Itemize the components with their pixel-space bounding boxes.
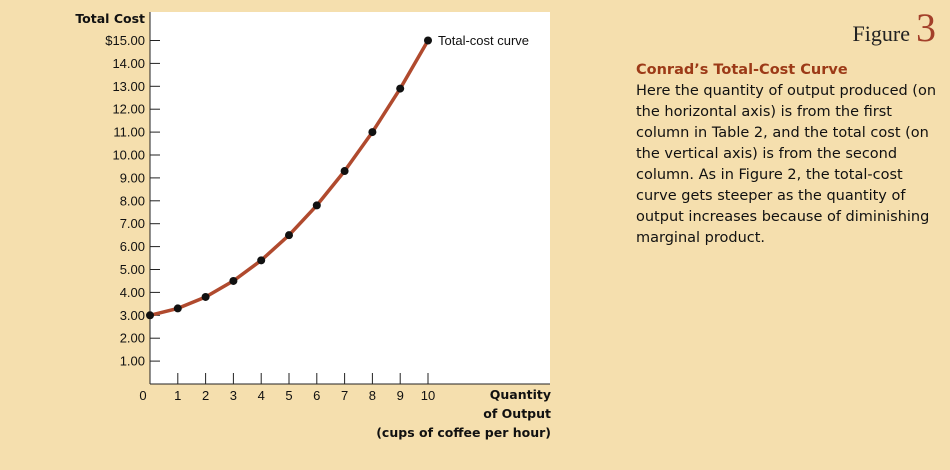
x-tick-label: 8 — [369, 388, 376, 403]
x-axis-title-line: (cups of coffee per hour) — [376, 425, 551, 440]
data-point — [312, 201, 321, 210]
data-point — [229, 276, 238, 285]
axes — [149, 12, 550, 385]
x-tick-label: 5 — [285, 388, 292, 403]
caption-text: Here the quantity of output produced (on… — [636, 83, 937, 246]
series-label: Total-cost curve — [438, 33, 529, 48]
x-tick-label: 1 — [174, 388, 181, 403]
x-axis-title-line: of Output — [483, 406, 551, 421]
figure-label: Figure 3 — [853, 4, 936, 51]
caption-title: Conrad’s Total-Cost Curve — [636, 62, 848, 78]
y-tick-label: 5.00 — [120, 262, 145, 277]
y-tick-label: 12.00 — [112, 102, 145, 117]
x-tick-label: 3 — [230, 388, 237, 403]
y-tick-label: 7.00 — [120, 216, 145, 231]
y-tick-label: 6.00 — [120, 239, 145, 254]
y-tick-label: 4.00 — [120, 285, 145, 300]
x-tick-label: 10 — [421, 388, 435, 403]
figure-number: 3 — [916, 5, 936, 50]
y-tick-label: 3.00 — [120, 308, 145, 323]
series-total-cost — [146, 36, 432, 320]
y-axis-title: Total Cost — [75, 11, 145, 26]
data-point — [173, 304, 182, 313]
x-tick-label: 6 — [313, 388, 320, 403]
data-point — [340, 167, 349, 176]
data-point — [368, 128, 377, 137]
data-point — [201, 292, 210, 301]
x-tick-label: 0 — [139, 388, 146, 403]
data-point — [257, 256, 266, 265]
data-point — [424, 36, 432, 45]
figure-word: Figure — [852, 21, 910, 46]
y-tick-label: 2.00 — [120, 331, 145, 346]
figure-caption: Conrad’s Total-Cost Curve Here the quant… — [636, 60, 942, 249]
y-tick-label: 13.00 — [112, 79, 145, 94]
x-tick-label: 7 — [341, 388, 348, 403]
data-point — [396, 84, 405, 93]
x-tick-label: 2 — [202, 388, 209, 403]
x-axis-title-line: Quantity — [490, 387, 551, 402]
y-tick-label: 10.00 — [112, 148, 145, 163]
data-point — [285, 231, 293, 240]
tick-labels: 1.00 2.00 3.00 4.00 5.00 6.00 7.00 8.00 9.00 10.0… — [105, 33, 435, 403]
y-tick-label: 11.00 — [113, 125, 145, 140]
y-tick-label: 9.00 — [120, 170, 145, 185]
x-tick-label: 9 — [397, 388, 404, 403]
x-tick-label: 4 — [258, 388, 265, 403]
y-tick-label: 8.00 — [120, 193, 145, 208]
x-axis-title: Quantity of Output (cups of coffee per hou… — [376, 387, 551, 440]
plot-area — [150, 12, 550, 384]
y-tick-label: 1.00 — [120, 354, 145, 369]
y-tick-label: 14.00 — [112, 56, 145, 71]
y-tick-label: $15.00 — [105, 33, 145, 48]
data-point — [146, 311, 154, 320]
